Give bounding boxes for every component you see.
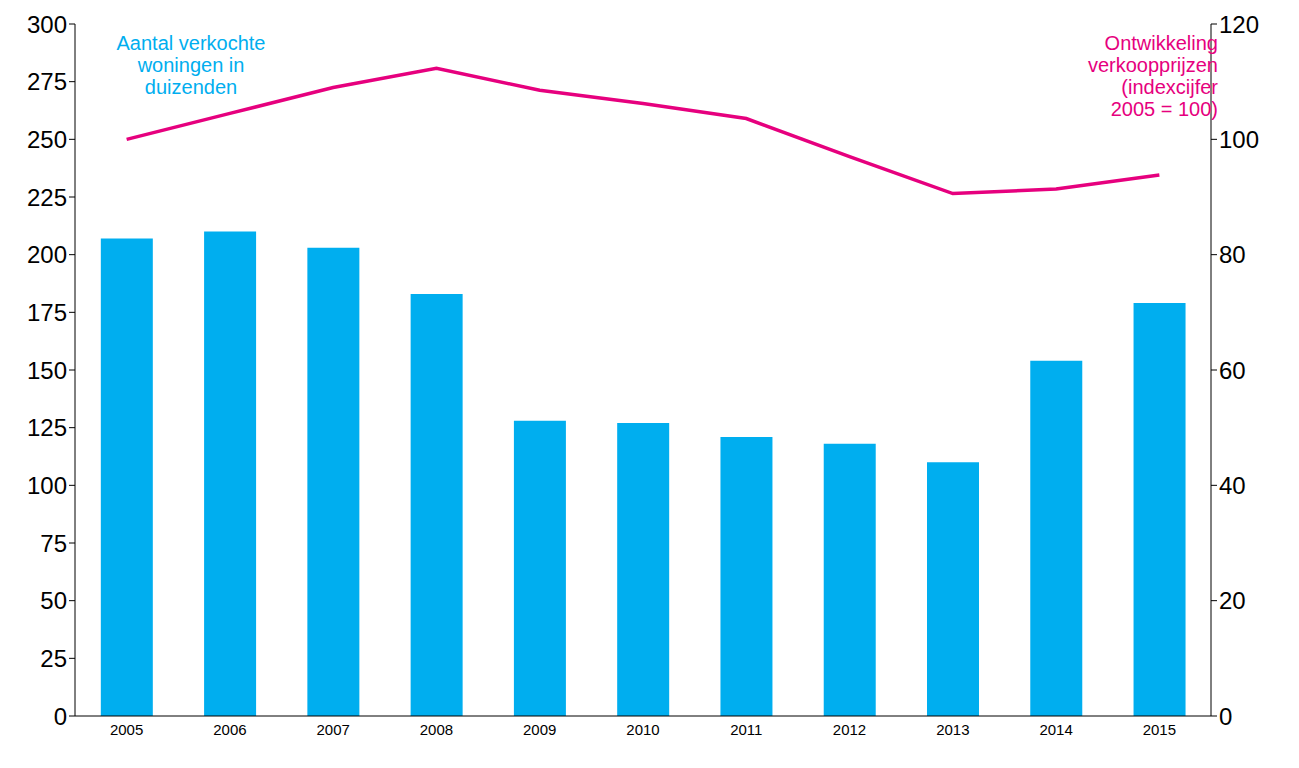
svg-text:75: 75 <box>40 530 67 557</box>
html-text:verkoopprijzen: verkoopprijzen <box>1087 54 1218 76</box>
html-text:2005 = 100): 2005 = 100) <box>1110 98 1218 120</box>
svg-text:60: 60 <box>1219 357 1246 384</box>
html-text:woningen in: woningen in <box>137 54 245 76</box>
svg-text:100: 100 <box>27 472 67 499</box>
svg-text:2010: 2010 <box>626 721 659 738</box>
svg-text:0: 0 <box>54 703 67 730</box>
svg-text:2015: 2015 <box>1143 721 1176 738</box>
svg-text:225: 225 <box>27 184 67 211</box>
svg-text:200: 200 <box>27 241 67 268</box>
svg-text:100: 100 <box>1219 126 1259 153</box>
svg-text:2006: 2006 <box>213 721 246 738</box>
svg-text:275: 275 <box>27 68 67 95</box>
svg-text:2008: 2008 <box>420 721 453 738</box>
svg-text:40: 40 <box>1219 472 1246 499</box>
svg-text:300: 300 <box>27 11 67 38</box>
html-text:Ontwikkeling: Ontwikkeling <box>1104 32 1218 54</box>
svg-text:2007: 2007 <box>316 721 349 738</box>
svg-text:2013: 2013 <box>936 721 969 738</box>
svg-text:2009: 2009 <box>523 721 556 738</box>
svg-text:120: 120 <box>1219 11 1259 38</box>
svg-text:125: 125 <box>27 414 67 441</box>
svg-text:20: 20 <box>1219 587 1246 614</box>
svg-text:2005: 2005 <box>110 721 143 738</box>
svg-text:50: 50 <box>40 587 67 614</box>
html-text:(indexcijfer: (indexcijfer <box>1121 76 1218 98</box>
html-text:duizenden: duizenden <box>144 76 238 98</box>
svg-text:25: 25 <box>40 645 67 672</box>
html-text:Aantal verkochte: Aantal verkochte <box>116 32 266 54</box>
svg-text:2014: 2014 <box>1039 721 1072 738</box>
svg-text:80: 80 <box>1219 241 1246 268</box>
svg-text:2011: 2011 <box>730 721 762 738</box>
svg-text:250: 250 <box>27 126 67 153</box>
svg-text:150: 150 <box>27 357 67 384</box>
svg-text:2012: 2012 <box>833 721 866 738</box>
svg-text:0: 0 <box>1219 703 1232 730</box>
svg-text:175: 175 <box>27 299 67 326</box>
